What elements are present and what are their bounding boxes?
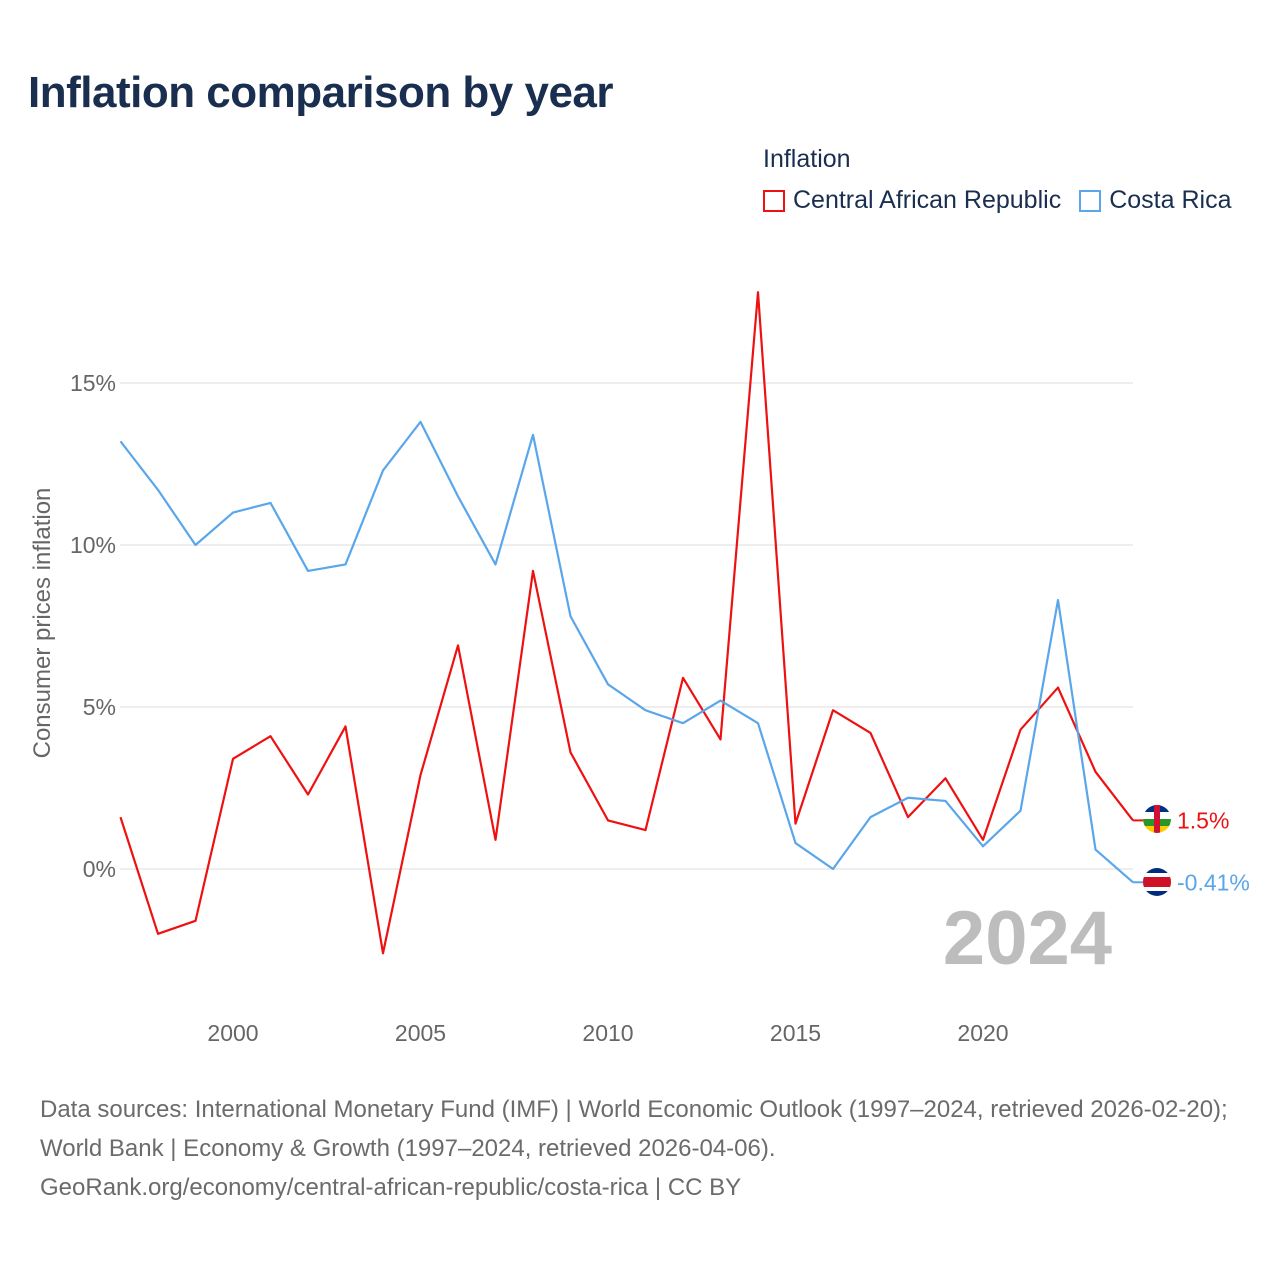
y-tick-label: 10% xyxy=(70,532,116,558)
end-value-label: -0.41% xyxy=(1177,869,1250,895)
chart-title: Inflation comparison by year xyxy=(28,68,614,117)
x-tick-label: 2005 xyxy=(395,1020,446,1046)
y-tick-label: 15% xyxy=(70,370,116,396)
x-tick-label: 2000 xyxy=(207,1020,258,1046)
legend-label-car: Central African Republic xyxy=(793,186,1062,214)
end-value-label: 1.5% xyxy=(1177,807,1229,833)
flag-costa-rica-icon xyxy=(1143,868,1171,896)
legend-item-car[interactable]: Central African Republic xyxy=(763,186,1061,215)
legend-swatch-costa-rica xyxy=(1079,189,1102,212)
flag-central-african-republic-icon xyxy=(1143,805,1171,833)
y-axis-label: Consumer prices inflation xyxy=(29,488,56,759)
y-tick-label: 0% xyxy=(83,856,116,882)
x-tick-label: 2010 xyxy=(582,1020,633,1046)
year-watermark: 2024 xyxy=(943,896,1112,981)
x-tick-label: 2020 xyxy=(957,1020,1008,1046)
source-url[interactable]: GeoRank.org/economy/central-african-repu… xyxy=(40,1174,742,1201)
footer: Data sources: International Monetary Fun… xyxy=(40,1090,1250,1207)
legend-label-costa-rica: Costa Rica xyxy=(1109,186,1232,214)
data-sources: Data sources: International Monetary Fun… xyxy=(40,1096,1228,1162)
legend-title: Inflation xyxy=(763,145,851,173)
y-tick-label: 5% xyxy=(83,694,116,720)
series-line-central-african-republic xyxy=(119,291,1134,955)
series-line-costa-rica xyxy=(119,420,1134,884)
legend-swatch-car xyxy=(763,189,785,212)
legend-item-costa-rica[interactable]: Costa Rica xyxy=(1079,186,1231,215)
legend: Central African Republic Costa Rica xyxy=(763,186,1249,215)
x-tick-label: 2015 xyxy=(770,1020,821,1046)
